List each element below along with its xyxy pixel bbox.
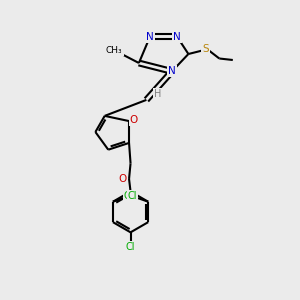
Text: S: S	[202, 44, 209, 55]
Text: N: N	[168, 66, 176, 76]
Text: N: N	[146, 32, 154, 42]
Text: N: N	[173, 32, 181, 42]
Text: CH₃: CH₃	[106, 46, 123, 56]
Text: Cl: Cl	[128, 191, 137, 201]
Text: Cl: Cl	[124, 191, 133, 201]
Text: Cl: Cl	[126, 242, 135, 252]
Text: H: H	[154, 89, 161, 99]
Text: O: O	[130, 115, 138, 125]
Text: O: O	[118, 174, 127, 184]
